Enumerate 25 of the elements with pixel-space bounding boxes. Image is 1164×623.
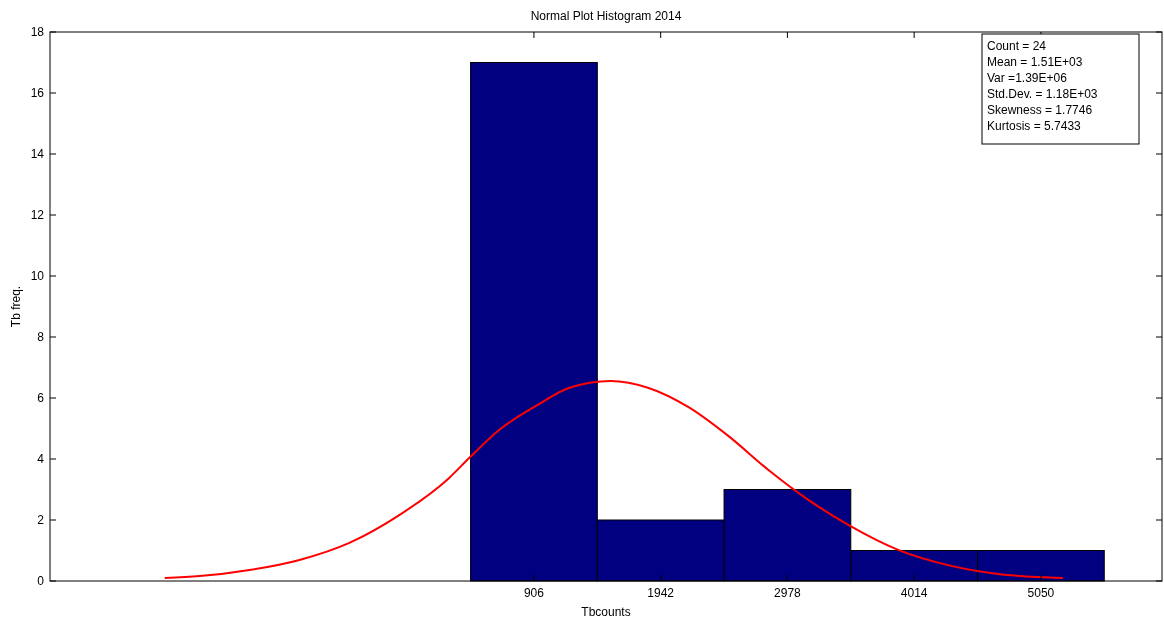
annotation: Mean = 1.51E+03 [987,55,1083,69]
y-axis-title: Tb freq. [9,285,23,328]
y-tick-label: 12 [30,208,45,223]
y-tick-label: 10 [30,269,45,284]
annotation: Var =1.39E+06 [987,71,1068,85]
x-tick-label: 1942 [647,586,675,600]
y-tick-label: 14 [30,147,45,162]
annotation: Count = 24 [987,39,1047,53]
y-tick-label: 16 [30,86,45,101]
line-series [163,379,1064,579]
y-tick-label: 18 [30,25,45,40]
y-tick-label: 6 [37,391,45,406]
x-axis-title: Tbcounts [581,605,631,619]
y-tick-label: 4 [37,452,45,467]
x-tick-label: 5050 [1027,586,1055,600]
annotation: Skewness = 1.7746 [987,103,1093,117]
annotation: Kurtosis = 5.7433 [987,119,1082,133]
y-tick-label: 0 [37,574,45,589]
chart-title: Normal Plot Histogram 2014 [530,9,682,23]
y-tick-label: 8 [37,330,45,345]
x-tick-label: 906 [523,586,545,600]
y-tick-label: 2 [37,513,45,528]
x-tick-label: 2978 [774,586,802,600]
annotation: Std.Dev. = 1.18E+03 [987,87,1098,101]
x-tick-label: 4014 [900,586,928,600]
